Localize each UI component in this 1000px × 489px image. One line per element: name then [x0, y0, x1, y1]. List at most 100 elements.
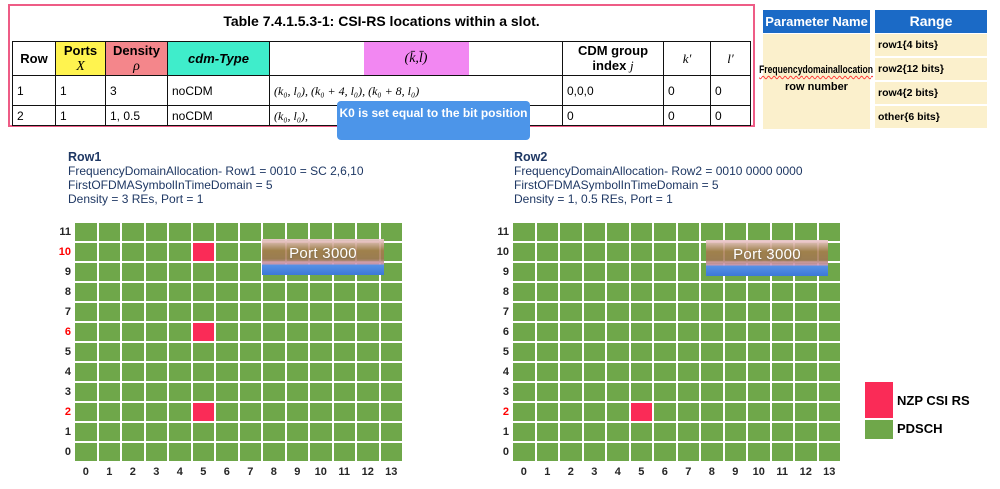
pdsch-cell — [795, 283, 817, 301]
pdsch-cell — [630, 423, 652, 441]
pdsch-cell — [380, 363, 402, 381]
pdsch-cell — [122, 283, 144, 301]
col-header-cdm-group: CDM group index j — [562, 41, 664, 76]
col-header-kl: (k̄,l̄) — [269, 41, 563, 76]
pdsch-cell — [333, 223, 355, 241]
nzp-csi-rs-cell — [192, 323, 214, 341]
pdsch-cell — [771, 303, 793, 321]
legend-label: PDSCH — [897, 421, 943, 436]
cell-density: 3 — [105, 75, 168, 106]
cell-kl: (k₀, l₀), (k₀ + 4, l₀), (k₀ + 8, l₀) — [269, 75, 563, 106]
pdsch-cell — [818, 323, 840, 341]
pdsch-cell — [513, 243, 535, 261]
pdsch-cell — [98, 363, 120, 381]
pdsch-cell — [380, 303, 402, 321]
pdsch-cell — [536, 223, 558, 241]
pdsch-cell — [583, 403, 605, 421]
pdsch-cell — [701, 383, 723, 401]
pdsch-cell — [380, 283, 402, 301]
pdsch-cell — [357, 303, 379, 321]
pdsch-cell — [677, 323, 699, 341]
x-axis-label: 8 — [708, 466, 715, 478]
pdsch-cell — [145, 443, 167, 461]
legend: NZP CSI RS PDSCH — [865, 382, 970, 439]
pdsch-cell — [701, 323, 723, 341]
col-header-density-label: Density — [113, 42, 160, 58]
pdsch-cell — [771, 383, 793, 401]
pdsch-cell — [286, 423, 308, 441]
cell-k-prime: 0 — [663, 75, 711, 106]
pdsch-cell — [122, 243, 144, 261]
col-header-k-prime-label: k′ — [682, 50, 692, 66]
pdsch-cell — [333, 443, 355, 461]
pdsch-cell — [263, 403, 285, 421]
pdsch-cell — [654, 403, 676, 421]
pdsch-cell — [748, 343, 770, 361]
pdsch-cell — [122, 403, 144, 421]
pdsch-cell — [286, 443, 308, 461]
csi-rs-table: Row Ports X Density ρ cdm-Type (k̄,l̄) C… — [12, 41, 751, 126]
pdsch-cell — [630, 343, 652, 361]
pdsch-cell — [122, 223, 144, 241]
pdsch-cell — [724, 403, 746, 421]
pdsch-cell — [263, 423, 285, 441]
y-axis-label: 2 — [64, 406, 71, 418]
pdsch-cell — [654, 223, 676, 241]
grid-title: Row2 — [514, 150, 548, 164]
pdsch-cell — [795, 403, 817, 421]
pdsch-cell — [98, 243, 120, 261]
pdsch-cell — [630, 363, 652, 381]
pdsch-cell — [607, 423, 629, 441]
pdsch-cell — [771, 403, 793, 421]
cell-l-prime: 0 — [710, 75, 751, 106]
legend-item-pdsch: PDSCH — [865, 418, 970, 439]
pdsch-cell — [122, 303, 144, 321]
pdsch-cell — [513, 443, 535, 461]
pdsch-cell — [192, 223, 214, 241]
pdsch-cell — [333, 423, 355, 441]
pdsch-cell — [677, 343, 699, 361]
pdsch-cell — [380, 443, 402, 461]
x-axis-label: 0 — [520, 466, 527, 478]
pdsch-cell — [607, 303, 629, 321]
pdsch-cell — [216, 423, 238, 441]
pdsch-cell — [607, 363, 629, 381]
pdsch-cell — [286, 323, 308, 341]
pdsch-cell — [380, 403, 402, 421]
y-axis-label: 5 — [64, 346, 71, 358]
pdsch-cell — [98, 403, 120, 421]
pdsch-cell — [145, 403, 167, 421]
pdsch-cell — [380, 263, 402, 281]
x-axis-label: 12 — [361, 466, 374, 478]
pdsch-cell — [216, 343, 238, 361]
pdsch-cell — [75, 243, 97, 261]
pdsch-swatch — [865, 420, 893, 439]
grid-title: Row1 — [68, 150, 102, 164]
x-axis-labels: 0 1 2 3 4 5 6 7 8 9 10 11 12 13 — [75, 466, 402, 478]
pdsch-cell — [536, 443, 558, 461]
pdsch-cell — [75, 223, 97, 241]
pdsch-cell — [122, 443, 144, 461]
pdsch-cell — [239, 303, 261, 321]
col-header-row-label: Row — [20, 51, 48, 66]
pdsch-cell — [75, 443, 97, 461]
range-header: Range — [875, 10, 987, 33]
pdsch-cell — [795, 363, 817, 381]
pdsch-cell — [583, 443, 605, 461]
pdsch-cell — [536, 303, 558, 321]
x-axis-label: 2 — [567, 466, 574, 478]
pdsch-cell — [724, 363, 746, 381]
pdsch-cell — [560, 303, 582, 321]
x-axis-label: 0 — [82, 466, 89, 478]
csi-table-title: Table 7.4.1.5.3-1: CSI-RS locations with… — [223, 13, 540, 29]
pdsch-cell — [630, 383, 652, 401]
pdsch-cell — [357, 423, 379, 441]
pdsch-cell — [145, 423, 167, 441]
grid-info-line: FirstOFDMASymbolInTimeDomain = 5 — [514, 178, 719, 192]
pdsch-cell — [145, 383, 167, 401]
pdsch-cell — [122, 383, 144, 401]
x-axis-label: 3 — [591, 466, 598, 478]
y-axis-label: 3 — [64, 386, 71, 398]
pdsch-cell — [583, 243, 605, 261]
